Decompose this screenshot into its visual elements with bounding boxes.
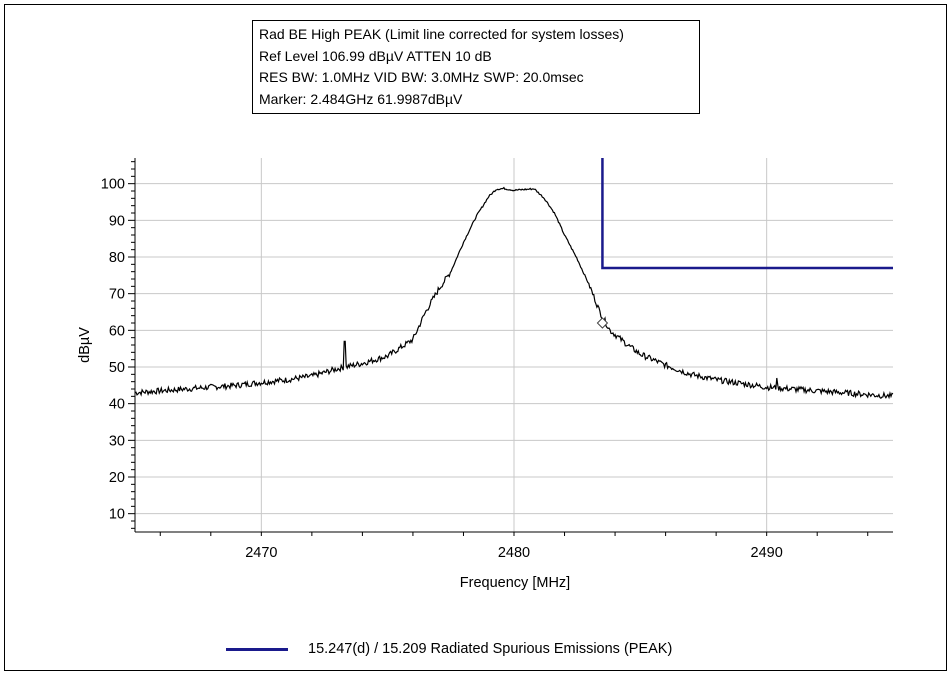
y-tick-label: 60 [109, 323, 125, 339]
y-tick-label: 50 [109, 360, 125, 376]
y-tick-label: 10 [109, 507, 125, 523]
x-tick-label: 2470 [245, 545, 277, 561]
y-tick-label: 70 [109, 287, 125, 303]
legend: 15.247(d) / 15.209 Radiated Spurious Emi… [226, 637, 672, 661]
info-line-title: Rad BE High PEAK (Limit line corrected f… [259, 26, 624, 42]
info-line-marker: Marker: 2.484GHz 61.9987dBµV [259, 90, 463, 107]
info-line-ref-level: Ref Level 106.99 dBµV ATTEN 10 dB [259, 47, 492, 64]
x-axis-label: Frequency [MHz] [460, 575, 570, 591]
grid-lines [135, 158, 893, 532]
y-tick-label: 100 [101, 177, 125, 193]
y-tick-label: 80 [109, 250, 125, 266]
y-axis-label: dBµV [77, 327, 93, 363]
legend-label: 15.247(d) / 15.209 Radiated Spurious Emi… [308, 641, 673, 657]
measured-trace [134, 186, 894, 400]
legend-swatch [226, 647, 288, 651]
y-tick-label: 40 [109, 397, 125, 413]
axes [128, 158, 893, 536]
plot-series [134, 158, 894, 400]
limit-line [601, 158, 893, 270]
info-line-bandwidth: RES BW: 1.0MHz VID BW: 3.0MHz SWP: 20.0m… [259, 69, 584, 85]
measurement-info-box: Rad BE High PEAK (Limit line corrected f… [252, 20, 700, 114]
tick-labels: 10 20 30 40 50 60 70 80 90 100 2470 2480 2490 [101, 177, 783, 561]
chart-frame [4, 4, 947, 671]
marker-diamond [596, 317, 609, 329]
y-tick-label: 30 [109, 433, 125, 449]
y-tick-label: 20 [109, 470, 125, 486]
y-tick-label: 90 [109, 213, 125, 229]
x-tick-label: 2490 [751, 545, 783, 561]
x-tick-label: 2480 [498, 545, 530, 561]
